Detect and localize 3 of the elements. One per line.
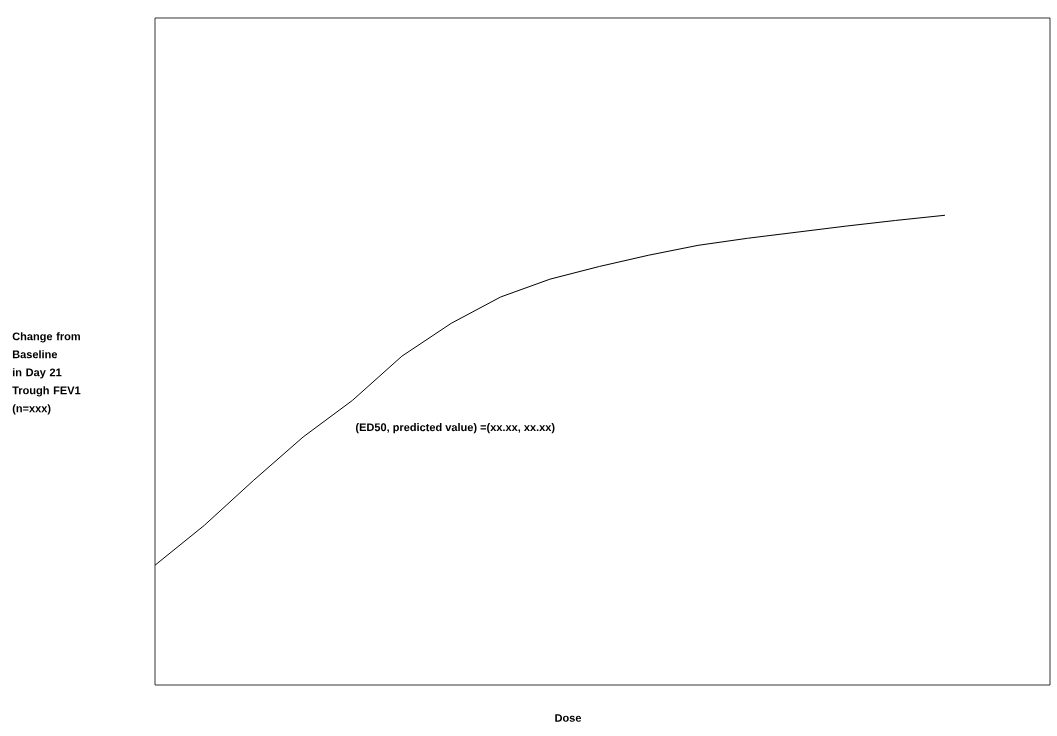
y-axis-title: Change from Baseline in Day 21 Trough FEV1 (n=xxx) (12, 332, 81, 415)
annotation: (ED50, predicted value) =(xx.xx, xx.xx) (355, 423, 555, 434)
x-axis-title: Dose (555, 714, 582, 722)
